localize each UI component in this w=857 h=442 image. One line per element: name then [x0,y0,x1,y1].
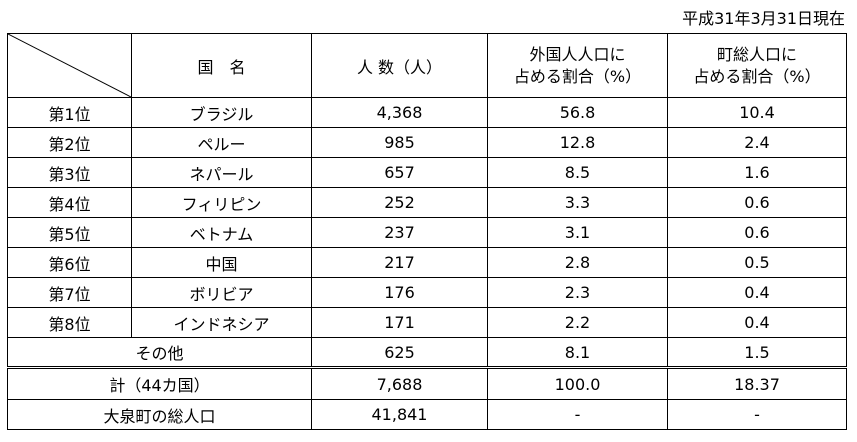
population-cell: 176 [311,277,488,308]
table-row: 第4位 フィリピン 252 3.3 0.6 [7,187,847,218]
rank-cell: 第4位 [7,187,132,218]
foreign-share-cell: 8.5 [487,157,668,188]
population-cell: 985 [311,127,488,158]
rank-cell: 第8位 [7,307,132,338]
header-country: 国 名 [131,33,312,98]
town-share-cell: 0.4 [667,277,847,308]
population-cell: 4,368 [311,97,488,128]
foreign-share-cell: 2.2 [487,307,668,338]
town-share-cell: 0.6 [667,217,847,248]
foreign-share-cell: 56.8 [487,97,668,128]
foreign-share-cell: 2.3 [487,277,668,308]
town-foreign-share-dash-cell: - [487,399,668,430]
diagonal-line-icon [8,34,131,97]
population-cell: 237 [311,217,488,248]
header-foreign-share-line1: 外国人人口に [529,44,626,64]
foreign-share-cell: 3.3 [487,187,668,218]
country-cell: フィリピン [131,187,312,218]
other-population-cell: 625 [311,337,488,368]
total-population-cell: 7,688 [311,366,488,400]
rank-cell: 第2位 [7,127,132,158]
town-share-cell: 2.4 [667,127,847,158]
rank-cell: 第5位 [7,217,132,248]
rank-cell: 第7位 [7,277,132,308]
total-label-cell: 計（44カ国） [7,366,312,400]
table-row: 第2位 ペルー 985 12.8 2.4 [7,127,847,158]
header-town-share-line2: 占める割合（%） [693,66,821,86]
total-row: 計（44カ国） 7,688 100.0 18.37 [7,366,847,400]
population-cell: 217 [311,247,488,278]
rank-cell: 第3位 [7,157,132,188]
population-cell: 171 [311,307,488,338]
town-share-cell: 0.5 [667,247,847,278]
table-header-row: 国 名 人 数（人） 外国人人口に 占める割合（%） 町総人口に 占める割合（%… [7,33,847,98]
population-cell: 657 [311,157,488,188]
foreign-share-cell: 2.8 [487,247,668,278]
town-population-row: 大泉町の総人口 41,841 - - [7,399,847,430]
header-foreign-share-line2: 占める割合（%） [513,66,642,86]
town-population-value-cell: 41,841 [311,399,488,430]
foreign-share-cell: 12.8 [487,127,668,158]
header-town-share: 町総人口に 占める割合（%） [667,33,847,98]
country-cell: ボリビア [131,277,312,308]
town-share-dash-cell: - [667,399,847,430]
population-cell: 252 [311,187,488,218]
foreign-share-cell: 3.1 [487,217,668,248]
rank-cell: 第6位 [7,247,132,278]
header-town-share-line1: 町総人口に [716,44,797,64]
country-cell: 中国 [131,247,312,278]
as-of-date-note: 平成31年3月31日現在 [682,9,845,28]
total-foreign-share-cell: 100.0 [487,366,668,400]
town-share-cell: 0.4 [667,307,847,338]
country-cell: ネパール [131,157,312,188]
rank-cell: 第1位 [7,97,132,128]
table-row: 第3位 ネパール 657 8.5 1.6 [7,157,847,188]
town-share-cell: 0.6 [667,187,847,218]
other-label-cell: その他 [7,337,312,368]
other-foreign-share-cell: 8.1 [487,337,668,368]
table-row: 第8位 インドネシア 171 2.2 0.4 [7,307,847,338]
table-row: 第6位 中国 217 2.8 0.5 [7,247,847,278]
table-row: 第7位 ボリビア 176 2.3 0.4 [7,277,847,308]
other-row: その他 625 8.1 1.5 [7,337,847,368]
foreign-population-table: 国 名 人 数（人） 外国人人口に 占める割合（%） 町総人口に 占める割合（%… [7,33,847,430]
country-cell: インドネシア [131,307,312,338]
country-cell: ペルー [131,127,312,158]
town-share-cell: 1.6 [667,157,847,188]
corner-diagonal-cell [7,33,132,98]
table-row: 第5位 ベトナム 237 3.1 0.6 [7,217,847,248]
table-row: 第1位 ブラジル 4,368 56.8 10.4 [7,97,847,128]
other-town-share-cell: 1.5 [667,337,847,368]
total-town-share-cell: 18.37 [667,366,847,400]
town-share-cell: 10.4 [667,97,847,128]
town-population-label-cell: 大泉町の総人口 [7,399,312,430]
country-cell: ベトナム [131,217,312,248]
header-foreign-share: 外国人人口に 占める割合（%） [487,33,668,98]
country-cell: ブラジル [131,97,312,128]
header-population: 人 数（人） [311,33,488,98]
